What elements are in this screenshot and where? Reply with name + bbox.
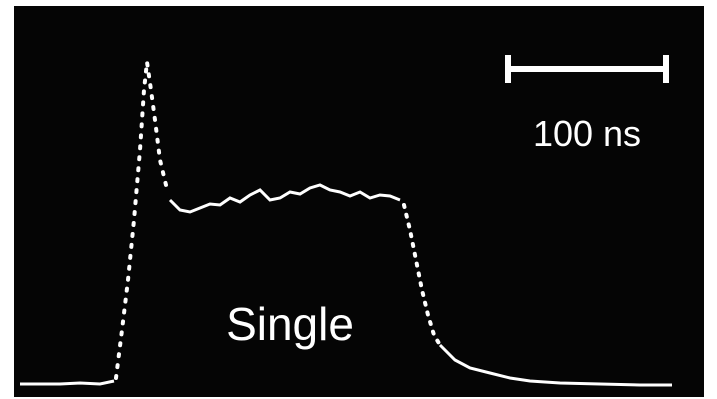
trace-rise: [114, 61, 168, 380]
trace-tail: [438, 343, 672, 387]
trace-baseline: [20, 379, 115, 386]
trace-fall: [402, 203, 442, 347]
waveform: [20, 61, 672, 387]
screen: [14, 6, 704, 397]
scale-bar-label: 100 ns: [533, 113, 641, 154]
scale-bar: [505, 55, 669, 83]
trace-plateau: [168, 183, 401, 214]
trace-label: Single: [226, 298, 354, 350]
